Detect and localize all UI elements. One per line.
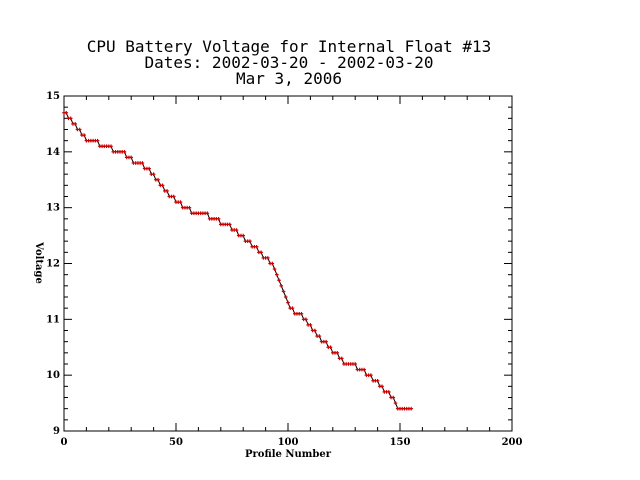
data-point: [290, 306, 295, 310]
data-point: [304, 317, 308, 322]
data-point: [82, 133, 86, 137]
data-point: [353, 362, 357, 366]
data-point: [362, 367, 366, 372]
data-point: [178, 200, 183, 204]
data-point: [266, 256, 270, 260]
data-point: [140, 161, 145, 165]
series-line: [64, 112, 412, 410]
data-point: [286, 300, 290, 305]
data-point: [129, 155, 133, 160]
data-point: [299, 311, 304, 316]
data-point: [339, 356, 344, 361]
data-point: [73, 122, 77, 126]
data-point: [279, 284, 284, 288]
chart-title-line-3: Mar 3, 2006: [236, 69, 342, 88]
y-tick-labels: 9 10 11 12 13 14 15: [46, 91, 60, 437]
data-point: [313, 328, 317, 333]
data-point: [277, 278, 281, 283]
data-point: [241, 233, 245, 238]
data-point: [151, 172, 156, 176]
data-point: [275, 272, 279, 277]
data-point: [109, 144, 113, 149]
data-point: [77, 127, 82, 132]
y-tick-label: 12: [46, 259, 60, 270]
plot-frame: [63, 95, 513, 432]
chart-title-line-1: CPU Battery Voltage for Internal Float #…: [87, 37, 492, 56]
y-tick-label: 14: [46, 147, 60, 158]
data-point: [328, 345, 333, 350]
x-tick-label: 200: [502, 437, 523, 448]
data-point: [248, 239, 252, 243]
data-point: [64, 110, 69, 115]
data-point: [387, 390, 391, 394]
data-point: [95, 138, 100, 143]
data-point: [409, 406, 413, 411]
y-tick-label: 15: [46, 91, 60, 102]
data-point: [227, 222, 232, 227]
y-tick-label: 9: [53, 426, 60, 437]
data-point: [272, 267, 277, 271]
data-point: [205, 211, 210, 216]
data-point: [216, 217, 221, 221]
chart-title-line-2: Dates: 2002-03-20 - 2002-03-20: [145, 53, 434, 72]
data-point: [335, 351, 340, 355]
data-point: [122, 150, 127, 154]
data-point: [270, 261, 275, 266]
data-point: [165, 189, 169, 193]
x-tick-label: 100: [278, 437, 299, 448]
x-tick-label: 0: [61, 437, 68, 448]
data-point: [254, 244, 259, 249]
data-point: [171, 194, 176, 199]
x-tick-label: 50: [169, 437, 183, 448]
data-point: [281, 289, 286, 294]
data-point: [375, 378, 380, 383]
data-point: [156, 177, 160, 182]
data-point: [68, 116, 73, 121]
y-tick-label: 13: [46, 203, 60, 214]
data-point: [391, 395, 396, 400]
y-axis-label: Voltage: [33, 241, 44, 284]
x-axis-label: Profile Number: [245, 449, 332, 460]
y-tick-label: 10: [46, 370, 60, 381]
data-point: [234, 228, 239, 232]
data-point: [380, 384, 384, 389]
data-point: [369, 373, 373, 377]
data-point: [160, 183, 165, 188]
data-point: [308, 323, 313, 327]
data-point: [259, 250, 263, 255]
data-point: [324, 339, 328, 344]
data-point: [317, 334, 322, 338]
axis-ticks: [63, 95, 513, 432]
data-point: [393, 401, 398, 405]
y-tick-label: 11: [46, 314, 60, 325]
data-point: [187, 205, 192, 210]
data-series: [62, 110, 413, 411]
data-point: [147, 166, 151, 171]
x-tick-labels: 0 50 100 150 200: [61, 437, 523, 448]
data-point: [283, 295, 288, 299]
x-tick-label: 150: [390, 437, 411, 448]
